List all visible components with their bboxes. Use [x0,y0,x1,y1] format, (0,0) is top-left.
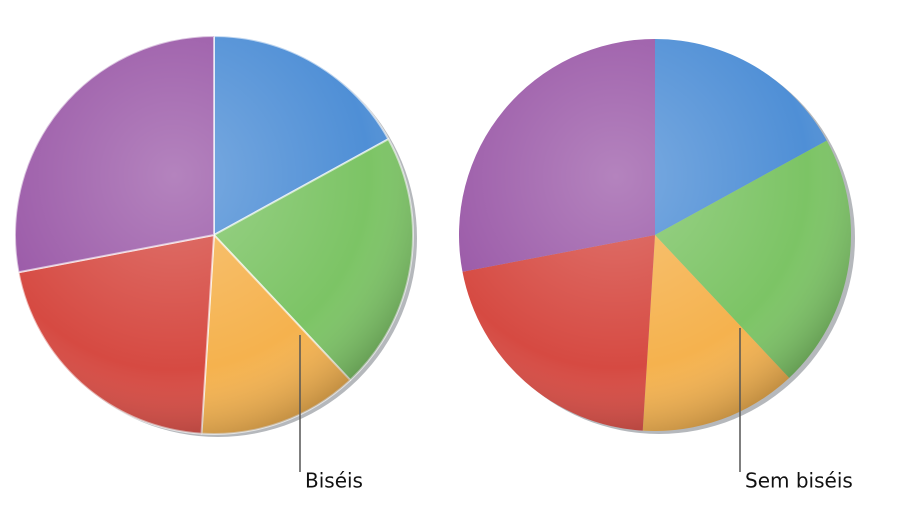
pie-slice [459,39,655,272]
callout-label: Biséis [305,469,363,493]
pie-slice [14,35,215,274]
callout-label: Sem biséis [745,469,853,493]
